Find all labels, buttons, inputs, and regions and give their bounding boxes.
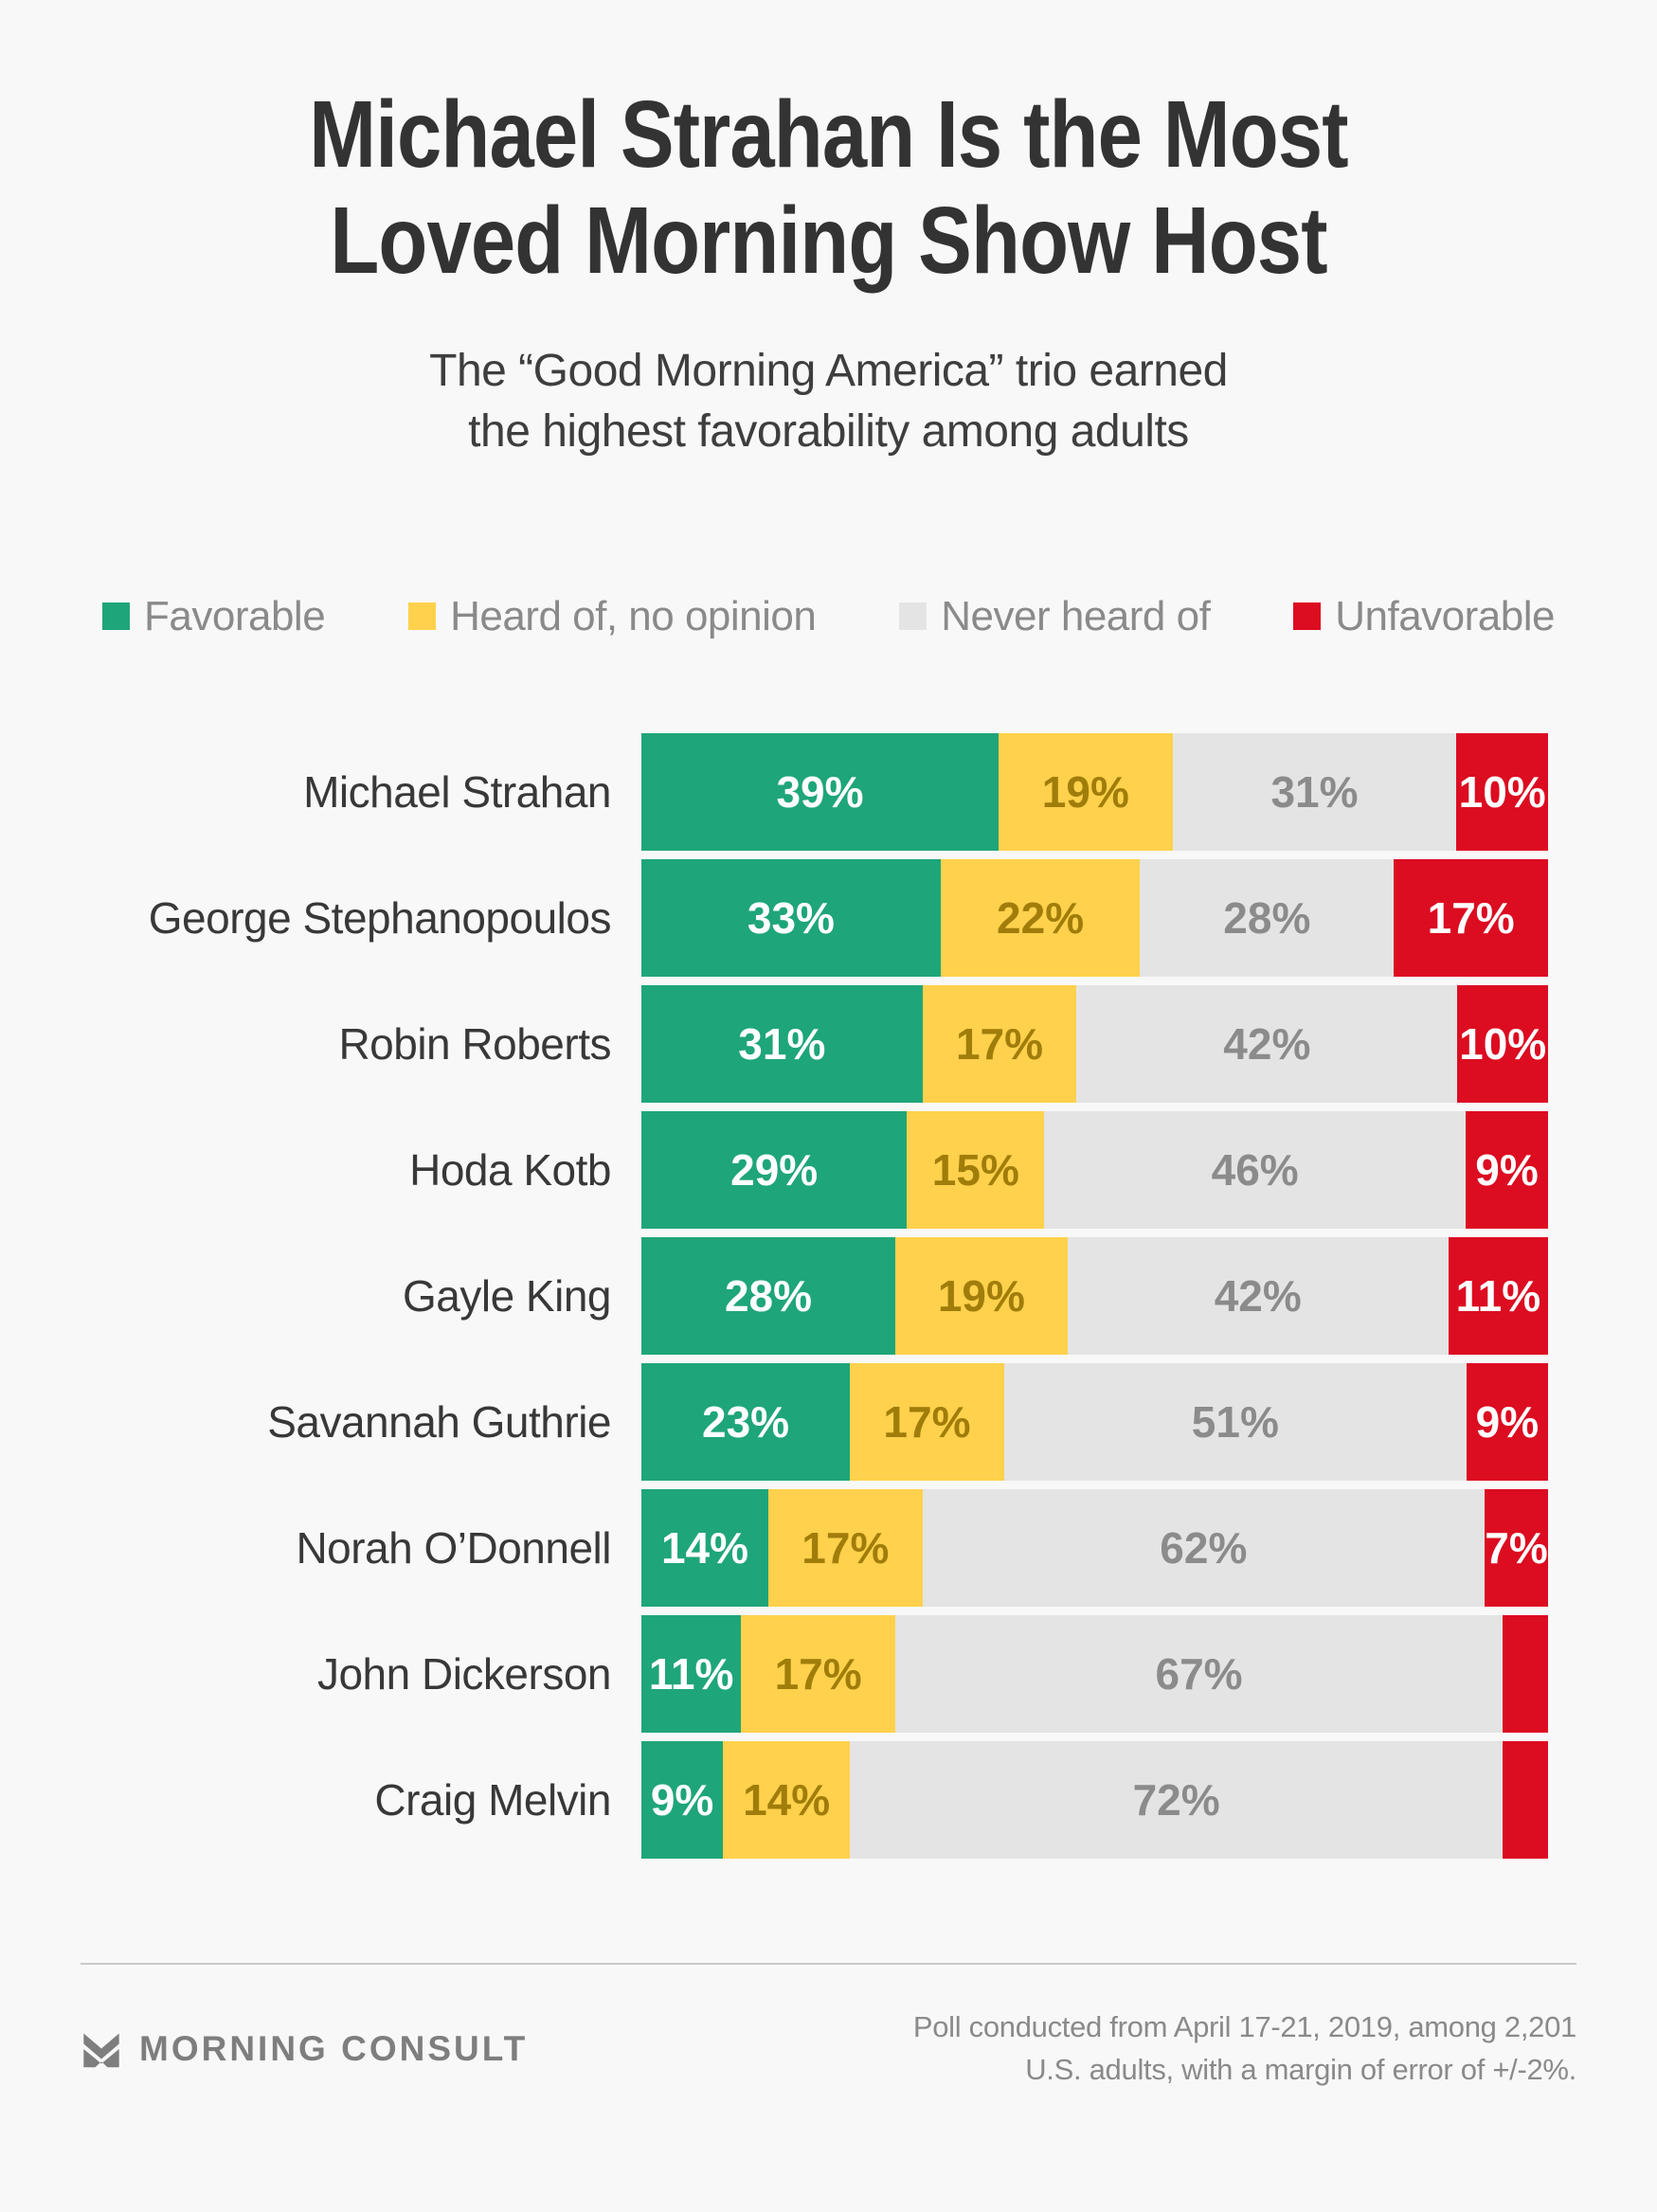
bar-segment: 39%: [641, 732, 999, 851]
morning-consult-brand: MORNING CONSULT: [81, 2028, 528, 2070]
bar-segment: 10%: [1457, 984, 1548, 1103]
page-title-line-2: Loved Morning Show Host: [330, 188, 1327, 294]
stacked-bar: 23% 17% 51% 9%: [641, 1362, 1548, 1481]
bar-segment: 33%: [641, 858, 941, 977]
bar-segment: 72%: [850, 1740, 1504, 1859]
stacked-bar: 39% 19% 31% 10%: [641, 732, 1549, 851]
category-label: Craig Melvin: [374, 1774, 611, 1825]
morning-consult-logo-icon: [81, 2028, 122, 2070]
stacked-bar: 14% 17% 62% 7%: [641, 1488, 1548, 1607]
bar-segment: 31%: [641, 984, 923, 1103]
footer-divider: [81, 1962, 1576, 1965]
legend-swatch: [899, 602, 928, 631]
footer: MORNING CONSULT Poll conducted from Apri…: [81, 2006, 1576, 2092]
bar-segment: [1503, 1614, 1548, 1733]
chart-row: Hoda Kotb 29% 15% 46% 9%: [81, 1110, 1548, 1229]
morning-consult-brand-text: MORNING CONSULT: [139, 2028, 529, 2068]
legend-swatch: [102, 602, 130, 631]
bar-segment: 14%: [641, 1488, 768, 1607]
category-label: Michael Strahan: [303, 766, 611, 817]
category-label: Robin Roberts: [338, 1018, 611, 1069]
chart-row: Craig Melvin 9% 14% 72%: [81, 1740, 1548, 1859]
bar-segment: 29%: [641, 1110, 908, 1229]
bar-segment: 19%: [999, 732, 1173, 851]
bar-segment: 23%: [641, 1362, 851, 1481]
bar-segment: 9%: [1466, 1362, 1548, 1481]
page-title: Michael Strahan Is the Most Loved Mornin…: [124, 81, 1533, 294]
bar-segment: 19%: [894, 1236, 1068, 1355]
category-label: Gayle King: [402, 1270, 612, 1321]
category-label: George Stephanopoulos: [148, 892, 612, 943]
bar-segment: 17%: [922, 984, 1077, 1103]
bar-segment: 42%: [1067, 1236, 1449, 1355]
category-label: Norah O’Donnell: [296, 1522, 611, 1573]
category-label: Savannah Guthrie: [267, 1396, 611, 1447]
stacked-bar: 31% 17% 42% 10%: [641, 984, 1548, 1103]
legend-item-4: Unfavorable: [1293, 593, 1555, 640]
bar-segment: 15%: [907, 1110, 1045, 1229]
bar-segment: 17%: [741, 1614, 895, 1733]
stacked-bar: 9% 14% 72%: [641, 1740, 1548, 1859]
chart-row: Norah O’Donnell 14% 17% 62% 7%: [81, 1488, 1548, 1607]
legend-label: Heard of, no opinion: [450, 592, 817, 639]
category-label: John Dickerson: [316, 1648, 612, 1699]
bar-segment: 22%: [940, 858, 1141, 977]
category-label: Hoda Kotb: [409, 1144, 611, 1195]
bar-segment: 28%: [1140, 858, 1395, 977]
stacked-bar: 33% 22% 28% 17%: [641, 858, 1548, 977]
chart-row: Robin Roberts 31% 17% 42% 10%: [81, 984, 1548, 1103]
bar-segment: 17%: [850, 1362, 1004, 1481]
bar-segment: 9%: [1466, 1110, 1548, 1229]
chart-row: Savannah Guthrie 23% 17% 51% 9%: [81, 1362, 1548, 1481]
page-title-line-1: Michael Strahan Is the Most: [309, 81, 1348, 188]
legend-item-3: Never heard of: [899, 592, 1211, 640]
bar-segment: 7%: [1485, 1488, 1548, 1607]
chart-legend: Favorable Heard of, no opinion Never heard…: [102, 593, 1555, 640]
page-subtitle-line-1: The “Good Morning America” trio earned: [429, 346, 1228, 396]
stacked-bar: 28% 19% 42% 11%: [641, 1236, 1548, 1355]
page-subtitle-line-2: the highest favorability among adults: [468, 405, 1189, 457]
bar-segment: 14%: [723, 1740, 851, 1859]
chart-row: John Dickerson 11% 17% 67%: [81, 1614, 1548, 1733]
legend-label: Unfavorable: [1335, 592, 1555, 639]
chart-row: Gayle King 28% 19% 42% 11%: [81, 1236, 1548, 1355]
legend-label: Favorable: [144, 592, 326, 639]
poll-source-line-2: U.S. adults, with a margin of error of +…: [1025, 2052, 1576, 2086]
chart-row: George Stephanopoulos 33% 22% 28% 17%: [81, 858, 1548, 977]
bar-segment: 51%: [1003, 1362, 1467, 1481]
legend-swatch: [408, 602, 437, 631]
bar-segment: 62%: [922, 1488, 1486, 1607]
bar-segment: 42%: [1076, 984, 1458, 1103]
stacked-bar: 29% 15% 46% 9%: [641, 1110, 1548, 1229]
legend-label: Never heard of: [941, 592, 1211, 639]
page-subtitle: The “Good Morning America” trio earned t…: [0, 341, 1657, 462]
bar-segment: 11%: [1448, 1236, 1548, 1355]
favorability-chart: Michael Strahan 39% 19% 31% 10% George Stepha…: [81, 732, 1549, 1859]
bar-segment: 46%: [1044, 1110, 1466, 1229]
bar-segment: 67%: [894, 1614, 1504, 1733]
poll-source-note: Poll conducted from April 17-21, 2019, a…: [913, 2006, 1576, 2092]
bar-segment: 17%: [1394, 858, 1548, 977]
bar-segment: 31%: [1172, 732, 1457, 851]
chart-row: Michael Strahan 39% 19% 31% 10%: [81, 732, 1549, 851]
bar-segment: 17%: [767, 1488, 923, 1607]
bar-segment: 10%: [1456, 732, 1549, 851]
stacked-bar: 11% 17% 67%: [641, 1614, 1548, 1733]
bar-segment: 11%: [641, 1614, 742, 1733]
bar-segment: 9%: [641, 1740, 724, 1859]
legend-item-1: Favorable: [102, 592, 326, 640]
legend-swatch: [1293, 602, 1322, 631]
poll-source-line-1: Poll conducted from April 17-21, 2019, a…: [912, 2009, 1576, 2043]
legend-item-2: Heard of, no opinion: [408, 592, 817, 640]
bar-segment: [1503, 1740, 1548, 1859]
bar-segment: 28%: [641, 1236, 895, 1355]
